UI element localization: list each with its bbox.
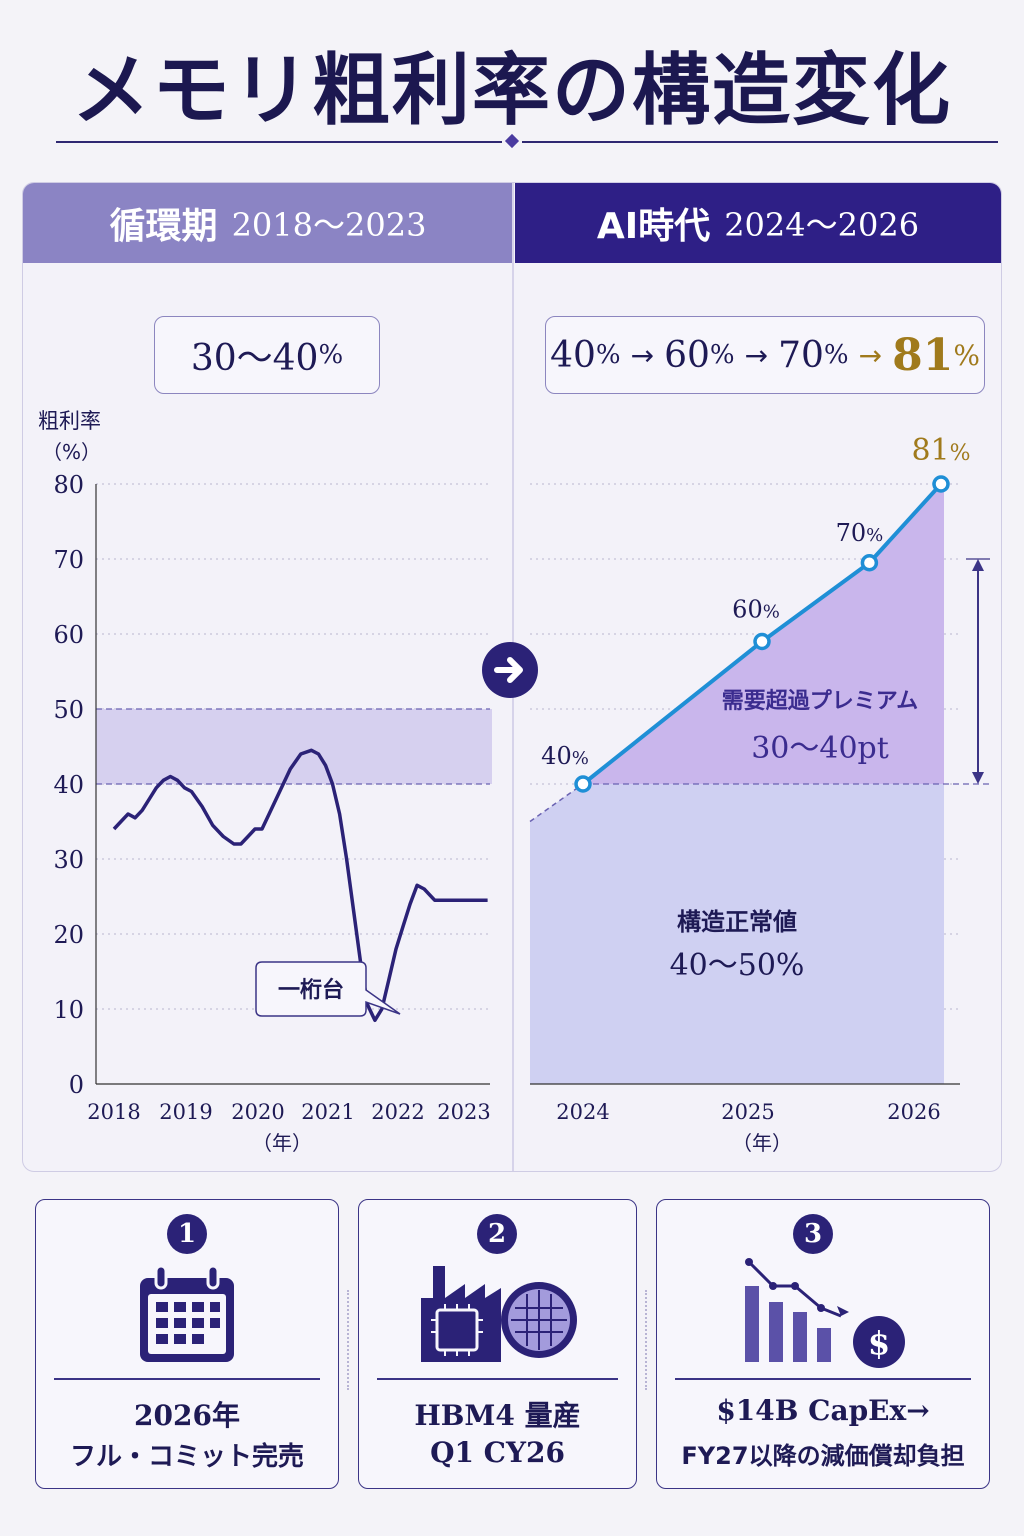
ai-summary-final-value: 81: [892, 329, 954, 381]
factory-wafer-icon: [421, 1266, 577, 1362]
ai-summary-unit-3: %: [823, 340, 849, 370]
ai-summary-value-1: 40: [550, 334, 596, 376]
annotation-callout: [255, 961, 401, 1017]
card-title: HBM4 量産: [414, 1399, 581, 1432]
x-axis-title: （年）: [252, 1131, 312, 1155]
card-rule: [675, 1378, 971, 1380]
card-capex: 3 $ $14B CapEx→ FY27以降の減価償却負担: [656, 1199, 990, 1489]
normal-region-value: 40〜50%: [670, 948, 805, 983]
y-tick-label: 30: [53, 846, 84, 874]
margin-data-point: [574, 775, 592, 793]
margin-series-line: [112, 748, 488, 1023]
premium-range-arrowhead-bottom: [972, 772, 984, 784]
calendar-icon: [140, 1264, 234, 1362]
x-tick-label: 2022: [371, 1100, 424, 1124]
y-axis-unit: （%）: [42, 440, 101, 464]
premium-region-label: 需要超過プレミアム: [722, 688, 918, 714]
y-tick-label: 40: [53, 771, 84, 799]
data-label: 81%: [911, 433, 970, 468]
margin-data-point: [753, 632, 771, 651]
premium-range-arrowhead-top: [972, 559, 984, 571]
card-subtitle: FY27以降の減価償却負担: [681, 1442, 965, 1470]
card-number-badge: 1: [167, 1214, 207, 1254]
y-tick-label: 0: [69, 1071, 84, 1099]
x-tick-label: 2020: [231, 1100, 284, 1124]
y-tick-label: 10: [53, 996, 84, 1024]
card-title: 2026年: [134, 1399, 240, 1432]
data-label: 60%: [732, 596, 780, 624]
ai-summary-unit-1: %: [595, 340, 621, 370]
data-label: 40%: [541, 742, 589, 770]
card-sold-out: 1 2026年 フル・コミット完売: [35, 1199, 339, 1489]
ai-summary-value-2: 60: [664, 334, 710, 376]
declining-bars-dollar-icon: $: [745, 1258, 905, 1368]
ai-era-header-label: AI時代: [596, 206, 711, 247]
x-tick-label: 2024: [556, 1100, 609, 1124]
cyclical-header: 循環期 2018〜2023: [23, 183, 513, 263]
title-rule-right: [522, 141, 998, 143]
svg-text:$: $: [868, 1324, 890, 1362]
cyclical-summary-unit: %: [318, 340, 344, 370]
structural-normal-area: [530, 784, 944, 1084]
ai-summary-value-3: 70: [778, 334, 824, 376]
cyclical-header-years: 2018〜2023: [231, 206, 427, 244]
annotation-label: 一桁台: [278, 977, 344, 1003]
margin-series-line: [581, 482, 943, 786]
card-separator: [347, 1290, 349, 1390]
y-axis-title: 粗利率: [38, 409, 101, 433]
data-label: 70%: [836, 519, 884, 547]
card-number-badge: 2: [477, 1214, 517, 1254]
x-tick-label: 2026: [887, 1100, 940, 1124]
ai-era-margin-chart: 40% 60% 70% 81% 需要超過プレミアム 30〜40pt 構造正常値 40〜50% 2…: [529, 433, 990, 1155]
ai-summary-final-unit: %: [953, 338, 980, 372]
premium-region-value: 30〜40pt: [751, 731, 889, 766]
ai-era-header: AI時代 2024〜2026: [515, 183, 1001, 263]
x-tick-label: 2023: [437, 1100, 490, 1124]
y-tick-label: 60: [53, 621, 84, 649]
y-tick-label: 80: [53, 471, 84, 499]
margin-data-point: [932, 475, 950, 493]
x-tick-label: 2025: [721, 1100, 774, 1124]
ai-summary-unit-2: %: [709, 340, 735, 370]
arrow-right-circle-icon: [482, 642, 538, 698]
cyclical-summary-value: 30〜40: [190, 338, 319, 379]
y-tick-label: 20: [53, 921, 84, 949]
card-subtitle: フル・コミット完売: [69, 1442, 304, 1472]
normal-region-label: 構造正常値: [677, 908, 797, 936]
cyclical-header-label: 循環期: [109, 206, 218, 247]
normal-band: [96, 709, 492, 784]
ai-summary-arrow-2: →: [744, 338, 769, 372]
cyclical-summary-box: 30〜40 %: [154, 316, 380, 394]
ai-summary-arrow-final: →: [858, 338, 883, 372]
y-tick-label: 50: [53, 696, 84, 724]
margin-data-point: [860, 554, 879, 572]
page-title: メモリ粗利率の構造変化: [71, 46, 952, 136]
ai-era-header-years: 2024〜2026: [724, 206, 920, 244]
ai-summary-box: 40% → 60% → 70% → 81%: [545, 316, 985, 394]
y-tick-label: 70: [53, 546, 84, 574]
title-rule-left: [56, 141, 502, 143]
card-number-badge: 3: [793, 1214, 833, 1254]
x-tick-label: 2019: [159, 1100, 212, 1124]
x-tick-label: 2018: [87, 1100, 140, 1124]
card-rule: [54, 1378, 320, 1380]
premium-area: [583, 484, 944, 784]
x-tick-label: 2021: [301, 1100, 354, 1124]
card-rule: [377, 1378, 618, 1380]
baseline-dashed: [529, 783, 584, 823]
card-separator: [645, 1290, 647, 1390]
card-hbm4: 2 HBM4 量産 Q1 CY26: [358, 1199, 637, 1489]
card-subtitle: Q1 CY26: [430, 1436, 565, 1469]
ai-summary-arrow-1: →: [630, 338, 655, 372]
cyclical-margin-chart: 0 10 20 30 40 50 60 70 80 2018 2019 2020 2021 2022 202…: [38, 409, 492, 1155]
card-title: $14B CapEx→: [716, 1394, 930, 1427]
x-axis-title: （年）: [732, 1131, 792, 1155]
